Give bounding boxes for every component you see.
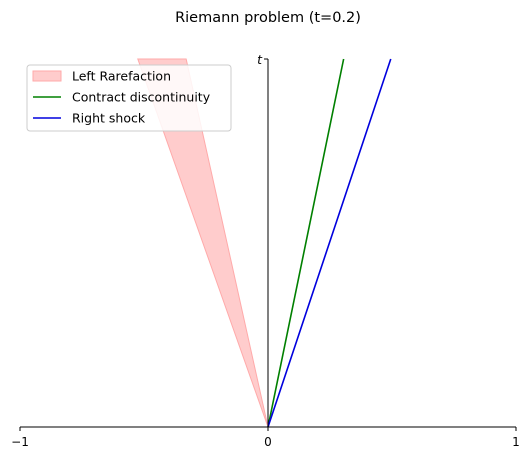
legend: Left Rarefaction Contract discontinuity Ri… — [26, 64, 232, 132]
plot-marks — [137, 58, 392, 428]
legend-label-rarefaction: Left Rarefaction — [72, 69, 171, 84]
series-line-right-shock — [267, 58, 392, 428]
x-tick-label: 0 — [264, 435, 272, 449]
legend-box — [26, 64, 232, 132]
axes: −1 0 1 — [11, 58, 520, 449]
rarefaction-fan — [137, 58, 269, 428]
chart-title: Riemann problem (t=0.2) — [175, 10, 361, 26]
y-axis-label: t — [257, 52, 263, 67]
legend-swatch-rarefaction — [32, 70, 62, 82]
series-line-contact-discontinuity — [267, 58, 345, 428]
x-tick-label: −1 — [11, 435, 29, 449]
legend-label-right-shock: Right shock — [72, 111, 146, 126]
legend-label-contact-discontinuity: Contract discontinuity — [72, 90, 211, 105]
x-tick-label: 1 — [512, 435, 520, 449]
